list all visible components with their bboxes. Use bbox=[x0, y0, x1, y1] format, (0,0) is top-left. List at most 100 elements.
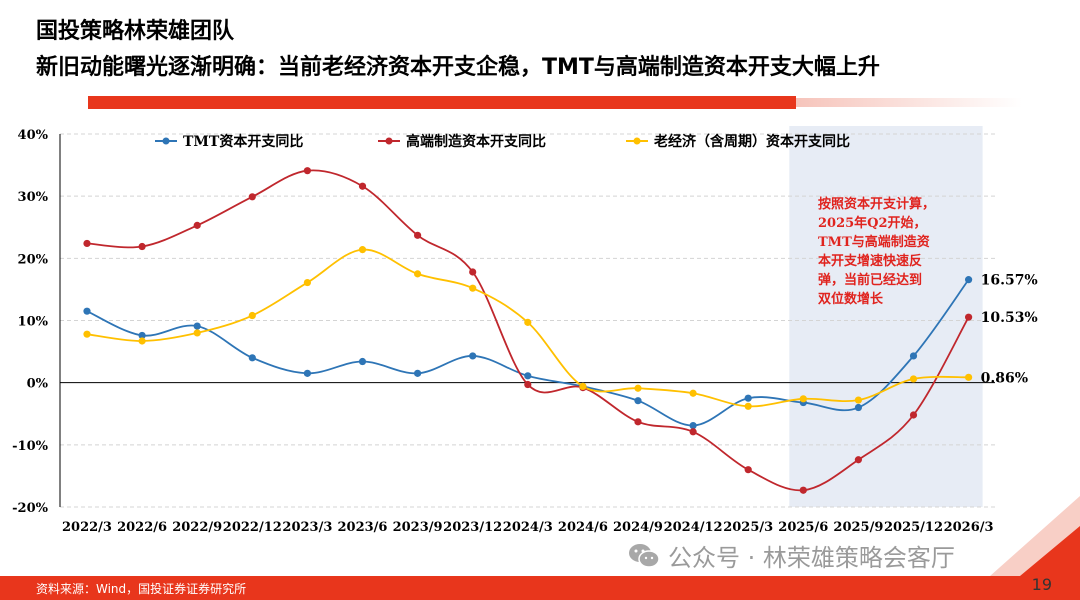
legend-label: 高端制造资本开支同比 bbox=[406, 133, 546, 150]
data-point bbox=[414, 369, 422, 377]
data-point bbox=[138, 242, 146, 251]
data-point bbox=[965, 373, 973, 381]
data-point bbox=[469, 352, 477, 360]
watermark: 公众号 · 林荣雄策略会客厅 bbox=[628, 538, 955, 573]
annotation-text: 按照资本开支计算， 2025年Q2开始， TMT与高端制造资本开支增速快速反弹，当前… bbox=[818, 196, 935, 307]
data-point bbox=[358, 182, 367, 190]
data-point bbox=[193, 322, 201, 330]
data-point bbox=[138, 331, 146, 340]
data-point bbox=[358, 246, 367, 254]
source-note: 资料来源：Wind，国投证券证券研究所 bbox=[36, 582, 247, 596]
x-tick-label: 2023/12 bbox=[443, 520, 502, 535]
data-point bbox=[909, 411, 918, 419]
annotation-line: 按照资本开支计算， bbox=[818, 196, 935, 212]
data-point bbox=[744, 394, 752, 402]
y-tick-label: 10% bbox=[18, 315, 49, 330]
data-point bbox=[634, 397, 642, 405]
x-tick-label: 2024/6 bbox=[558, 520, 608, 535]
line-chart: 40%30%20%10%0%-10%-20% 2022/3 2022/6 2022/… bbox=[12, 126, 1038, 535]
header-title: 国投策略林荣雄团队 bbox=[36, 19, 235, 44]
data-point bbox=[303, 369, 311, 377]
data-point bbox=[965, 276, 973, 284]
data-point bbox=[965, 313, 973, 321]
x-tick-label: 2025/9 bbox=[833, 520, 883, 535]
footer-bar bbox=[0, 576, 1080, 600]
data-point bbox=[248, 354, 256, 362]
highlight-region bbox=[789, 126, 983, 507]
legend: TMT资本开支同比 高端制造资本开支同比 老经济（含周期）资本开支同比 bbox=[155, 133, 850, 150]
data-point bbox=[634, 418, 642, 426]
accent-bar-fade bbox=[796, 98, 1022, 107]
legend-label: TMT资本开支同比 bbox=[183, 133, 303, 150]
legend-label: 老经济（含周期）资本开支同比 bbox=[654, 133, 850, 150]
grid-lines bbox=[60, 133, 995, 508]
y-axis-ticks: 40% 30% 20% 10% 0% -10% -20% bbox=[12, 128, 48, 516]
data-point bbox=[909, 375, 918, 383]
data-point bbox=[138, 337, 146, 345]
x-tick-label: 2026/3 bbox=[944, 520, 994, 535]
data-point bbox=[248, 193, 256, 201]
annotation-line: TMT与高端制造资 bbox=[818, 234, 930, 250]
x-tick-label: 2024/12 bbox=[664, 520, 723, 535]
data-point bbox=[909, 352, 918, 360]
x-tick-label: 2022/3 bbox=[62, 520, 112, 535]
data-point bbox=[414, 270, 422, 278]
series-line-0 bbox=[86, 279, 970, 427]
legend-marker bbox=[385, 137, 393, 145]
annotation-line: 本开支增速快速反 bbox=[818, 253, 922, 269]
y-tick-label: 20% bbox=[18, 252, 49, 267]
end-label: 0.86% bbox=[981, 370, 1028, 386]
data-point bbox=[799, 486, 807, 494]
data-point bbox=[358, 357, 367, 366]
data-point bbox=[303, 278, 311, 287]
data-point bbox=[83, 330, 91, 338]
annotation-line: 2025年Q2开始， bbox=[818, 215, 927, 231]
x-tick-label: 2025/12 bbox=[884, 520, 943, 535]
data-point bbox=[193, 221, 201, 229]
annotation-line: 弹，当前已经达到 bbox=[818, 272, 922, 288]
y-tick-label: 40% bbox=[18, 128, 49, 143]
annotation-line: 双位数增长 bbox=[818, 291, 884, 307]
x-tick-label: 2022/6 bbox=[117, 520, 167, 535]
x-tick-label: 2024/9 bbox=[613, 520, 663, 535]
data-point bbox=[854, 396, 863, 404]
legend-marker bbox=[162, 137, 170, 145]
y-tick-label: 30% bbox=[18, 190, 49, 205]
accent-bar bbox=[88, 96, 796, 109]
page-number: 19 bbox=[1031, 575, 1052, 594]
x-axis-ticks: 2022/3 2022/6 2022/9 2022/12 2023/3 2023/6 202… bbox=[62, 520, 994, 535]
data-point bbox=[744, 466, 752, 474]
header-subtitle: 新旧动能曙光逐渐明确：当前老经济资本开支企稳，TMT与高端制造资本开支大幅上升 bbox=[36, 55, 880, 80]
data-point bbox=[193, 329, 201, 337]
end-label: 16.57% bbox=[981, 273, 1038, 289]
data-point bbox=[689, 421, 697, 430]
x-tick-label: 2025/3 bbox=[723, 520, 773, 535]
data-point bbox=[854, 456, 863, 464]
x-tick-label: 2023/9 bbox=[393, 520, 443, 535]
data-point bbox=[634, 384, 642, 392]
corner-decoration bbox=[990, 496, 1080, 576]
end-label: 10.53% bbox=[981, 310, 1038, 326]
legend-marker bbox=[633, 137, 641, 145]
x-tick-label: 2022/12 bbox=[223, 520, 282, 535]
data-point bbox=[248, 311, 256, 320]
watermark-text: 公众号 · 林荣雄策略会客厅 bbox=[668, 544, 955, 572]
data-point bbox=[469, 284, 477, 292]
wechat-icon bbox=[629, 543, 660, 568]
x-tick-label: 2023/3 bbox=[282, 520, 332, 535]
end-labels: 16.57% 10.53% 0.86% bbox=[981, 273, 1038, 387]
data-point bbox=[414, 231, 422, 239]
x-tick-label: 2022/9 bbox=[172, 520, 222, 535]
y-tick-label: -10% bbox=[12, 439, 48, 454]
data-point bbox=[83, 239, 91, 248]
data-point bbox=[83, 307, 91, 315]
data-point bbox=[744, 402, 752, 410]
data-point bbox=[799, 395, 807, 403]
x-tick-label: 2025/6 bbox=[778, 520, 828, 535]
data-point bbox=[524, 318, 532, 326]
data-point bbox=[469, 268, 477, 276]
y-tick-label: 0% bbox=[27, 377, 49, 392]
data-point bbox=[524, 372, 532, 380]
data-point bbox=[689, 428, 697, 436]
data-point bbox=[854, 403, 863, 412]
